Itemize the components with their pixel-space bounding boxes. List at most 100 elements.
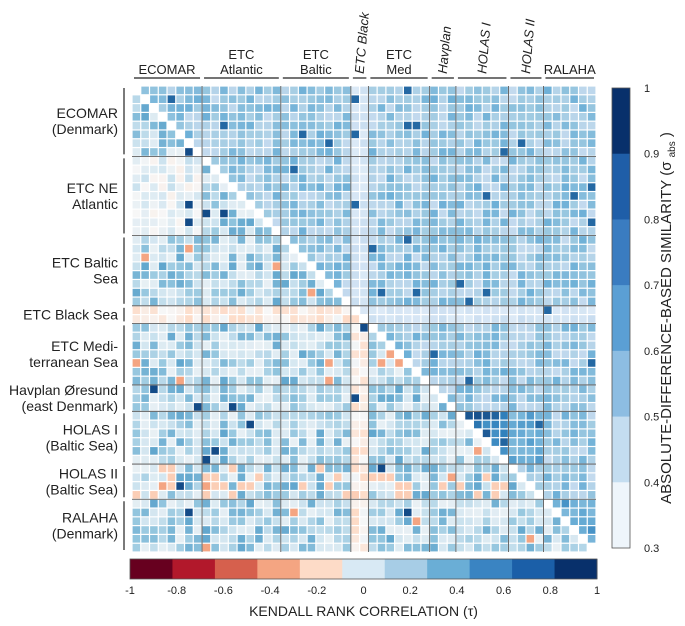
heatmap-cell xyxy=(176,394,184,402)
heatmap-cell xyxy=(333,517,342,526)
heatmap-cell xyxy=(263,438,272,446)
heatmap-cell xyxy=(176,280,184,288)
heatmap-cell xyxy=(579,315,587,323)
heatmap-cell xyxy=(211,227,219,235)
similarity-colorbar: 10.90.80.70.60.50.40.3ABSOLUTE-DIFFERENC… xyxy=(611,83,678,555)
heatmap-cell xyxy=(447,324,456,332)
heatmap-cell xyxy=(220,121,228,130)
heatmap-cell xyxy=(272,385,281,394)
heatmap-cell xyxy=(263,526,272,534)
heatmap-cell xyxy=(579,130,587,139)
heatmap-cell xyxy=(395,376,403,385)
heatmap-cell xyxy=(185,156,193,165)
heatmap-cell xyxy=(561,350,570,358)
heatmap-cell xyxy=(272,535,281,543)
heatmap-cell xyxy=(421,174,430,183)
heatmap-cell xyxy=(587,236,596,244)
heatmap-cell xyxy=(579,280,587,288)
heatmap-cell xyxy=(561,262,570,271)
heatmap-cell xyxy=(220,543,228,552)
heatmap-cell xyxy=(412,139,421,147)
heatmap-cell xyxy=(202,324,211,332)
heatmap-cell xyxy=(482,535,491,543)
heatmap-cell xyxy=(517,165,526,174)
heatmap-cell xyxy=(526,148,535,156)
heatmap-cell xyxy=(176,447,184,455)
heatmap-cell xyxy=(509,447,517,455)
heatmap-cell xyxy=(404,508,412,517)
heatmap-cell xyxy=(395,262,403,271)
heatmap-cell xyxy=(386,438,395,446)
heatmap-cell xyxy=(185,280,193,288)
heatmap-cell xyxy=(307,543,316,552)
heatmap-cell xyxy=(579,244,587,253)
heatmap-cell xyxy=(377,491,386,499)
heatmap-cell xyxy=(395,359,403,367)
heatmap-cell xyxy=(579,95,587,103)
heatmap-cell xyxy=(412,183,421,191)
heatmap-cell xyxy=(421,491,430,499)
heatmap-cell xyxy=(412,420,421,429)
heatmap-cell xyxy=(158,236,167,244)
heatmap-cell xyxy=(150,200,158,209)
heatmap-cell xyxy=(561,535,570,543)
heatmap-cell xyxy=(404,130,412,139)
heatmap-cell xyxy=(570,271,578,279)
heatmap-cell xyxy=(421,244,430,253)
colorbar-segment xyxy=(612,482,630,549)
colorbar-segment xyxy=(612,88,630,155)
heatmap-cell xyxy=(430,359,438,367)
heatmap-cell xyxy=(307,315,316,323)
heatmap-cell xyxy=(132,499,141,508)
heatmap-cell xyxy=(465,86,473,95)
heatmap-cell xyxy=(220,350,228,358)
heatmap-cell xyxy=(482,86,491,95)
heatmap-cell xyxy=(587,306,596,314)
heatmap-cells xyxy=(132,86,596,552)
heatmap-cell xyxy=(552,464,561,473)
heatmap-cell xyxy=(281,350,289,358)
heatmap-cell xyxy=(307,376,316,385)
heatmap-cell xyxy=(412,271,421,279)
heatmap-cell xyxy=(386,288,395,297)
heatmap-cell xyxy=(220,130,228,139)
heatmap-cell xyxy=(333,324,342,332)
colorbar-segment xyxy=(257,559,301,579)
heatmap-cell xyxy=(307,517,316,526)
heatmap-cell xyxy=(272,482,281,490)
heatmap-cell xyxy=(544,174,552,183)
heatmap-cell xyxy=(509,236,517,244)
heatmap-cell xyxy=(220,455,228,464)
heatmap-cell xyxy=(228,218,237,227)
heatmap-cell xyxy=(561,104,570,112)
group-label-left: terranean Sea xyxy=(29,354,118,370)
heatmap-cell xyxy=(342,367,351,376)
heatmap-cell xyxy=(141,174,149,183)
heatmap-cell xyxy=(290,209,298,218)
heatmap-cell xyxy=(544,271,552,279)
heatmap-cell xyxy=(132,262,141,271)
heatmap-cell xyxy=(447,526,456,534)
heatmap-cell xyxy=(202,376,211,385)
heatmap-cell xyxy=(482,174,491,183)
heatmap-cell xyxy=(544,95,552,103)
heatmap-cell xyxy=(281,165,289,174)
heatmap-cell xyxy=(368,411,377,420)
heatmap-cell xyxy=(342,332,351,341)
heatmap-cell xyxy=(552,332,561,341)
heatmap-cell xyxy=(377,236,386,244)
heatmap-cell xyxy=(579,491,587,499)
heatmap-cell xyxy=(439,324,447,332)
heatmap-cell xyxy=(307,244,316,253)
heatmap-cell xyxy=(456,227,465,235)
heatmap-cell xyxy=(447,280,456,288)
heatmap-cell xyxy=(255,262,263,271)
heatmap-cell xyxy=(132,183,141,191)
heatmap-cell xyxy=(535,156,543,165)
heatmap-cell xyxy=(298,517,307,526)
group-label-left: RALAHA xyxy=(62,510,119,526)
heatmap-cell xyxy=(395,236,403,244)
heatmap-cell xyxy=(579,156,587,165)
heatmap-cell xyxy=(290,165,298,174)
heatmap-cell xyxy=(325,332,333,341)
